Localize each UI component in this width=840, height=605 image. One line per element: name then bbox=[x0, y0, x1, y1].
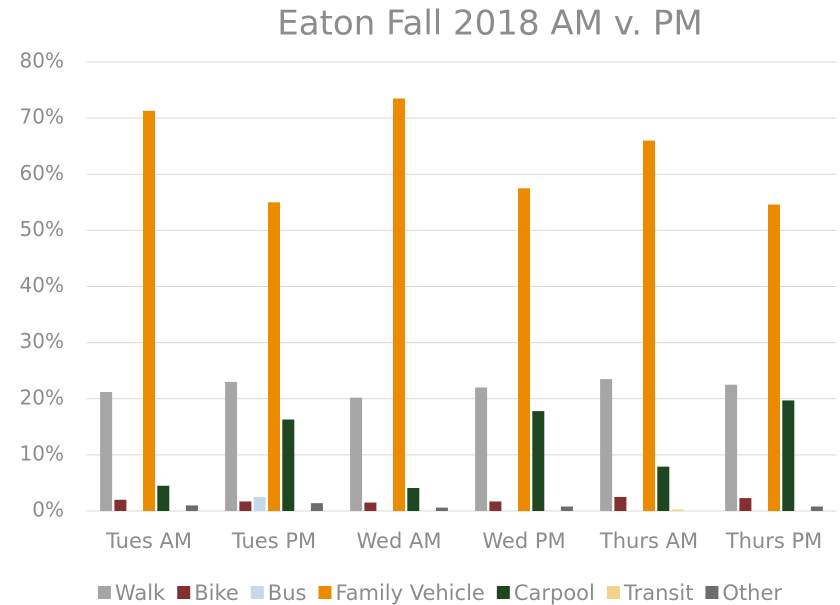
bar bbox=[282, 419, 295, 511]
bar bbox=[225, 381, 238, 511]
bar bbox=[185, 505, 198, 511]
legend-label: Bike bbox=[194, 581, 239, 605]
bar bbox=[253, 496, 266, 511]
y-tick-label: 40% bbox=[20, 273, 64, 297]
bar bbox=[725, 384, 738, 511]
legend-label: Carpool bbox=[514, 581, 595, 605]
bar bbox=[560, 506, 573, 511]
bar bbox=[739, 498, 752, 511]
x-tick-label: Wed PM bbox=[482, 529, 565, 553]
legend-swatch bbox=[250, 586, 264, 599]
y-tick-label: 50% bbox=[20, 217, 64, 241]
y-tick-label: 30% bbox=[20, 329, 64, 353]
bar bbox=[143, 110, 155, 512]
bar bbox=[114, 499, 127, 511]
x-tick-label: Tues PM bbox=[231, 529, 316, 553]
legend-swatch bbox=[177, 586, 191, 599]
y-tick-label: 60% bbox=[20, 161, 64, 185]
x-tick-label: Thurs PM bbox=[725, 529, 822, 553]
bar bbox=[532, 411, 545, 511]
x-tick-label: Thurs AM bbox=[599, 529, 698, 553]
bar bbox=[657, 466, 670, 511]
bar bbox=[671, 509, 684, 511]
bar bbox=[100, 392, 113, 511]
bar bbox=[350, 397, 363, 511]
bar bbox=[643, 140, 655, 511]
bar bbox=[393, 98, 405, 511]
x-tick-label: Wed AM bbox=[357, 529, 442, 553]
bar bbox=[268, 202, 280, 511]
legend-label: Transit bbox=[623, 581, 694, 605]
bar bbox=[475, 387, 488, 511]
y-tick-label: 70% bbox=[20, 105, 64, 129]
bar bbox=[782, 400, 795, 511]
legend-swatch bbox=[97, 586, 111, 599]
bar bbox=[435, 507, 448, 511]
legend-label: Bus bbox=[268, 581, 307, 605]
legend-label: Walk bbox=[115, 581, 166, 605]
bar bbox=[364, 502, 377, 511]
y-tick-label: 80% bbox=[20, 49, 64, 73]
bar bbox=[407, 487, 420, 511]
y-tick-label: 10% bbox=[20, 441, 64, 465]
legend-swatch bbox=[318, 586, 332, 599]
bar bbox=[810, 506, 823, 511]
bar bbox=[489, 501, 502, 511]
bar bbox=[518, 188, 530, 511]
x-tick-label: Tues AM bbox=[105, 529, 192, 553]
bar bbox=[768, 204, 780, 511]
y-tick-label: 0% bbox=[32, 498, 64, 522]
bar bbox=[157, 485, 170, 511]
legend-label: Other bbox=[722, 581, 782, 605]
chart-title: Eaton Fall 2018 AM v. PM bbox=[277, 4, 702, 44]
bar bbox=[600, 379, 613, 511]
legend-swatch bbox=[606, 586, 620, 599]
bar bbox=[310, 503, 323, 511]
bar bbox=[614, 496, 627, 511]
legend-swatch bbox=[705, 586, 719, 599]
y-tick-label: 20% bbox=[20, 385, 64, 409]
legend-label: Family Vehicle bbox=[335, 581, 484, 605]
bar bbox=[239, 501, 252, 511]
legend-swatch bbox=[496, 586, 510, 599]
